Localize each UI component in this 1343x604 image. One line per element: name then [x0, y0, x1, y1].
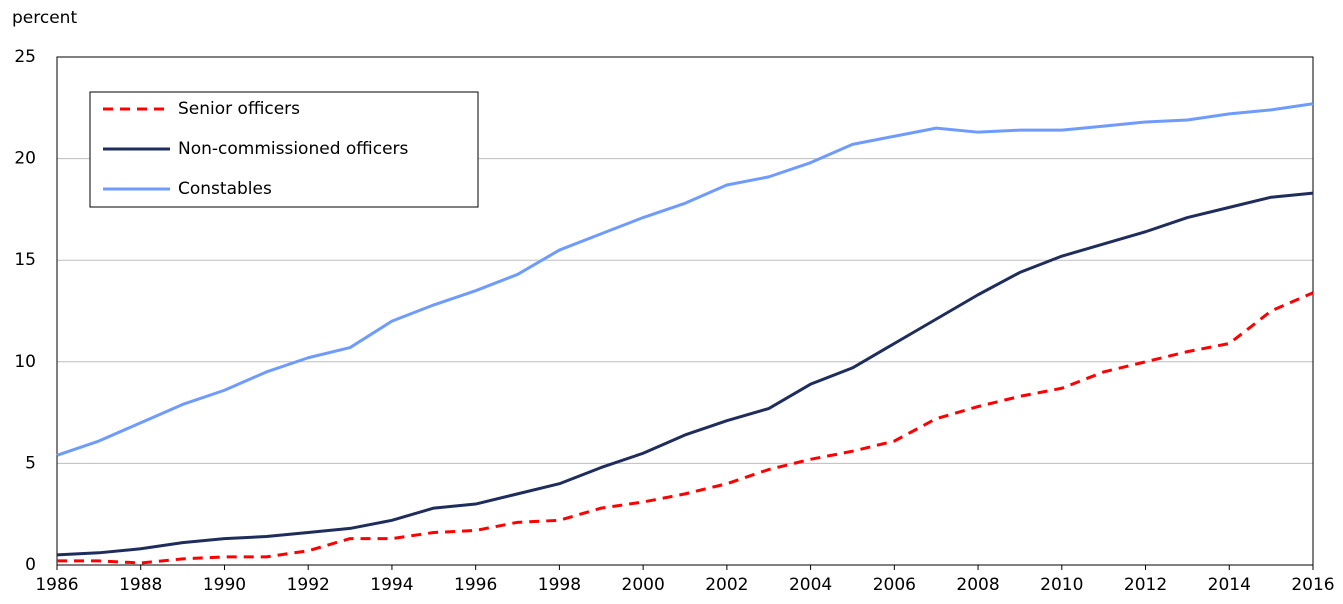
x-tick-label: 2002 [705, 575, 748, 595]
data-line [56, 191, 1314, 557]
x-tick-label: 1988 [119, 575, 162, 595]
x-tick-label: 2016 [1291, 575, 1334, 595]
x-tick-label: 2000 [622, 575, 665, 595]
legend-label: Senior officers [178, 99, 300, 119]
y-tick-label: 5 [25, 453, 36, 473]
y-tick-label: 0 [25, 555, 36, 575]
legend-label: Non-commissioned officers [178, 139, 409, 159]
legend-label: Constables [178, 179, 272, 199]
x-tick-label: 2010 [1040, 575, 1083, 595]
data-line [57, 291, 1314, 565]
data-line [56, 102, 1314, 457]
x-tick-label: 2006 [873, 575, 916, 595]
y-tick-label: 25 [14, 47, 36, 67]
x-tick-label: 1998 [538, 575, 581, 595]
x-tick-label: 1996 [454, 575, 497, 595]
y-tick-label: 20 [14, 149, 36, 169]
x-tick-label: 2014 [1208, 575, 1251, 595]
x-tick-label: 1990 [203, 575, 246, 595]
x-tick-label: 1994 [370, 575, 413, 595]
plot-frame [56, 56, 1314, 566]
x-tick-label: 1992 [287, 575, 330, 595]
x-tick-label: 2008 [956, 575, 999, 595]
x-tick-label: 2004 [789, 575, 832, 595]
y-tick-label: 10 [14, 352, 36, 372]
y-axis-label: percent [12, 8, 77, 28]
y-tick-label: 15 [14, 250, 36, 270]
x-tick-label: 2012 [1124, 575, 1167, 595]
x-tick-label: 1986 [35, 575, 78, 595]
